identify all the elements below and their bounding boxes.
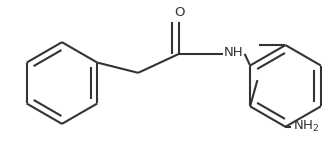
Text: NH: NH — [224, 46, 243, 59]
Text: O: O — [174, 6, 184, 19]
Text: NH$_2$: NH$_2$ — [293, 119, 319, 134]
